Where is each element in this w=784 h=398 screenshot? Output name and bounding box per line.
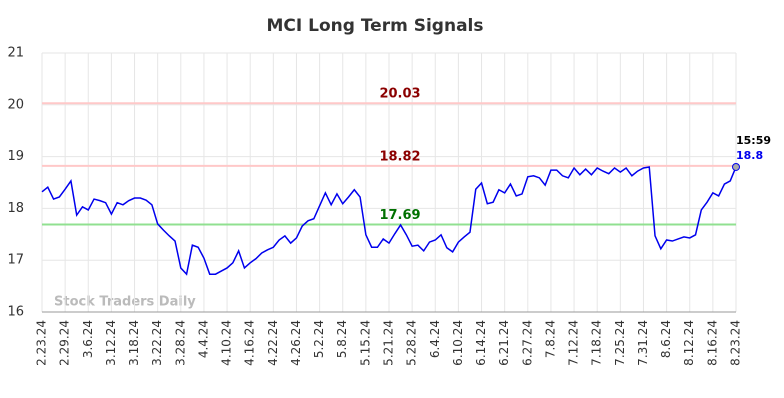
x-tick-label: 7.12.24 [567,320,581,366]
x-tick-label: 3.6.24 [81,320,95,358]
x-tick-label: 3.28.24 [173,320,187,366]
x-tick-label: 4.10.24 [220,320,234,366]
last-value: 18.8 [736,149,763,162]
x-tick-label: 3.22.24 [150,320,164,366]
y-tick-label: 16 [7,305,24,320]
x-tick-label: 5.15.24 [358,320,372,366]
x-tick-label: 6.21.24 [497,320,511,366]
y-tick-label: 20 [7,97,24,112]
x-tick-label: 4.26.24 [289,320,303,366]
x-tick-label: 2.23.24 [35,320,49,366]
y-tick-label: 21 [7,46,24,61]
x-tick-label: 6.27.24 [520,320,534,366]
x-tick-label: 3.18.24 [127,320,141,366]
x-tick-label: 4.22.24 [266,320,280,366]
x-tick-label: 8.6.24 [659,320,673,358]
x-tick-label: 4.16.24 [243,320,257,366]
x-tick-label: 3.12.24 [104,320,118,366]
last-point [732,162,740,171]
signal-label: 17.69 [379,208,420,223]
x-tick-label: 7.18.24 [590,320,604,366]
x-tick-label: 6.14.24 [474,320,488,366]
x-tick-label: 8.16.24 [705,320,719,366]
price-line [41,166,737,276]
x-tick-label: 5.2.24 [312,320,326,358]
y-tick-label: 19 [7,149,24,164]
last-time: 15:59 [736,134,771,147]
x-tick-label: 5.8.24 [335,320,349,358]
x-tick-label: 5.28.24 [405,320,419,366]
x-tick-label: 4.4.24 [196,320,210,358]
x-tick-label: 8.23.24 [729,320,743,366]
chart-title: MCI Long Term Signals [267,16,484,36]
x-tick-label: 6.4.24 [428,320,442,358]
x-tick-label: 5.21.24 [382,320,396,366]
x-tick-label: 7.8.24 [543,320,557,358]
x-tick-label: 8.12.24 [682,320,696,366]
signal-label: 20.03 [379,87,420,102]
x-tick-label: 7.25.24 [613,320,627,366]
signal-label: 18.82 [379,149,420,164]
x-tick-label: 7.31.24 [636,320,650,366]
y-tick-label: 17 [7,253,24,268]
x-tick-label: 6.10.24 [451,320,465,366]
watermark: Stock Traders Daily [54,295,196,310]
x-tick-label: 2.29.24 [58,320,72,366]
y-tick-label: 18 [7,201,24,216]
